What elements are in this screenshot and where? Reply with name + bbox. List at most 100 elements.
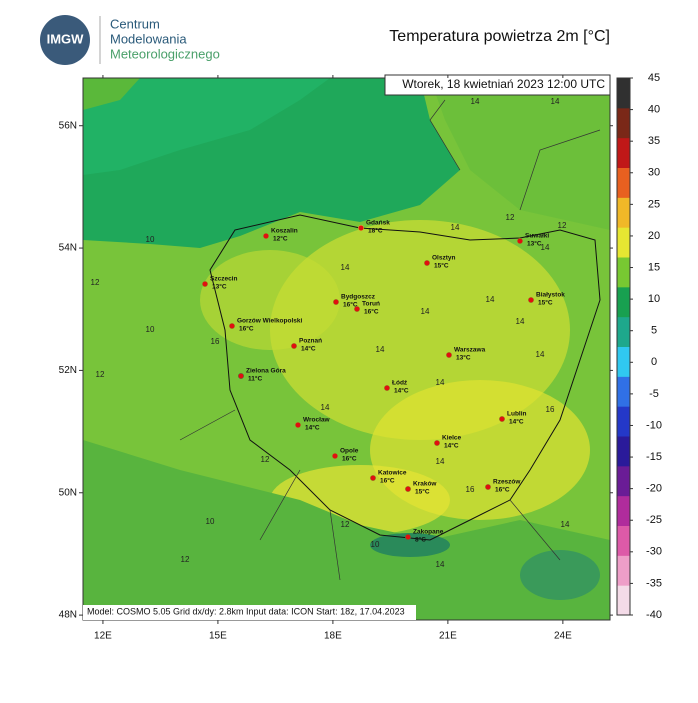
contour-label: 14: [436, 560, 445, 569]
y-tick-label: 52N: [59, 365, 77, 376]
colorbar-swatch: [617, 585, 630, 616]
land-west: [83, 78, 140, 110]
logo-circle: [40, 15, 90, 65]
city-name: Poznań: [299, 338, 322, 345]
city-marker: [485, 484, 492, 491]
colorbar-swatch: [617, 227, 630, 258]
colorbar-swatch: [617, 436, 630, 467]
contour-label: 14: [436, 457, 445, 466]
colorbar-swatch: [617, 257, 630, 288]
y-tick-label: 48N: [59, 610, 77, 621]
city-name: Gdańsk: [366, 220, 390, 227]
city-marker: [201, 281, 208, 288]
city-temp: 16°C: [342, 455, 357, 463]
city-temp: 15°C: [538, 299, 553, 307]
contour-label: 12: [181, 555, 190, 564]
colorbar-swatch: [617, 167, 630, 198]
colorbar-swatch: [617, 465, 630, 497]
city-marker: [291, 343, 298, 350]
colorbar-swatch: [617, 555, 630, 586]
x-tick-label: 18E: [324, 631, 342, 642]
colorbar-label: 30: [648, 167, 660, 179]
country-border: [209, 214, 601, 541]
colorbar-label: -40: [646, 609, 662, 621]
org-line: Centrum: [110, 16, 160, 31]
contour-label: 10: [371, 540, 380, 549]
contour-label: 14: [341, 263, 350, 272]
contour-label: 16: [211, 337, 220, 346]
contour-label: 16: [466, 485, 475, 494]
colorbar-label: 5: [651, 325, 657, 337]
colorbar-label: 10: [648, 293, 660, 305]
city-temp: 16°C: [343, 301, 358, 309]
colorbar-label: -20: [646, 483, 662, 495]
city-marker: [434, 440, 441, 447]
contour-label: 16: [546, 405, 555, 414]
city-temp: 11°C: [248, 375, 262, 383]
y-tick-label: 50N: [59, 487, 77, 498]
city-marker: [332, 453, 339, 460]
city-name: Łódź: [392, 380, 408, 387]
contour-label: 12: [91, 278, 100, 287]
city-temp: 16°C: [380, 477, 395, 485]
sea-shade: [83, 78, 330, 175]
contour-label: 10: [146, 235, 155, 244]
x-tick-label: 24E: [554, 631, 572, 642]
city-marker: [263, 232, 270, 239]
city-marker: [517, 237, 524, 244]
colorbar-label: 45: [648, 72, 660, 84]
contour-label: 10: [206, 517, 215, 526]
contour-label: 12: [341, 520, 350, 529]
colorbar-swatch: [617, 286, 630, 318]
city-name: Zielona Góra: [246, 368, 286, 375]
contour-label: 12: [506, 213, 515, 222]
city-name: Opole: [340, 448, 359, 455]
model-info: Model: COSMO 5.05 Grid dx/dy: 2.8km Inpu…: [87, 606, 405, 616]
contour-label: 12: [261, 455, 270, 464]
time-box: [384, 74, 611, 96]
city-temp: 15°C: [415, 488, 430, 496]
map-layer: 14 14 12 14 12 10 12 14 14 14 16 14 14 14 14 12 10 14 16 14…: [91, 97, 570, 569]
city-name: Szczecin: [210, 276, 237, 283]
city-temp: 13°C: [527, 240, 542, 248]
footer-box: [83, 605, 416, 620]
city-temp: 14°C: [444, 442, 459, 450]
city-name: Wrocław: [303, 417, 331, 424]
city-name: Kraków: [413, 481, 437, 488]
colorbar-swatch: [617, 406, 630, 437]
city-marker: [237, 373, 244, 380]
city-temp: 13°C: [456, 354, 471, 362]
city-temp: 18°C: [368, 227, 383, 235]
colorbar-label: 15: [648, 261, 660, 273]
city-marker: [295, 422, 302, 429]
contour-label: 14: [541, 243, 550, 252]
colorbar-label: -10: [646, 419, 662, 431]
city-name: Olsztyn: [432, 255, 456, 262]
city-temp: 8°C: [415, 536, 426, 544]
contour-label: 14: [551, 97, 560, 106]
contour-label: 10: [146, 325, 155, 334]
south-hills: [83, 440, 610, 620]
city-name: Rzeszów: [493, 479, 521, 486]
x-tick-label: 12E: [94, 631, 112, 642]
city-marker: [528, 297, 535, 304]
valid-time: Wtorek, 18 kwietniań 2023 12:00 UTC: [402, 77, 605, 91]
contour-label: 14: [421, 307, 430, 316]
colorbar-label: -30: [646, 546, 662, 558]
x-tick-label: 21E: [439, 631, 457, 642]
city-marker: [424, 260, 431, 267]
city-temp: 14°C: [394, 387, 409, 395]
city-marker: [358, 224, 365, 231]
city-temp: 16°C: [364, 308, 379, 316]
colorbar-frame: [616, 77, 631, 616]
contour-label: 14: [471, 97, 480, 106]
contour-label: 14: [486, 295, 495, 304]
contour-label: 14: [321, 403, 330, 412]
city-marker: [446, 352, 453, 359]
colorbar-swatch: [617, 197, 630, 228]
land-northeast: [430, 78, 610, 230]
city-temp: 14°C: [305, 424, 320, 432]
colorbar-label: -25: [646, 514, 662, 526]
y-tick-label: 54N: [59, 243, 77, 254]
